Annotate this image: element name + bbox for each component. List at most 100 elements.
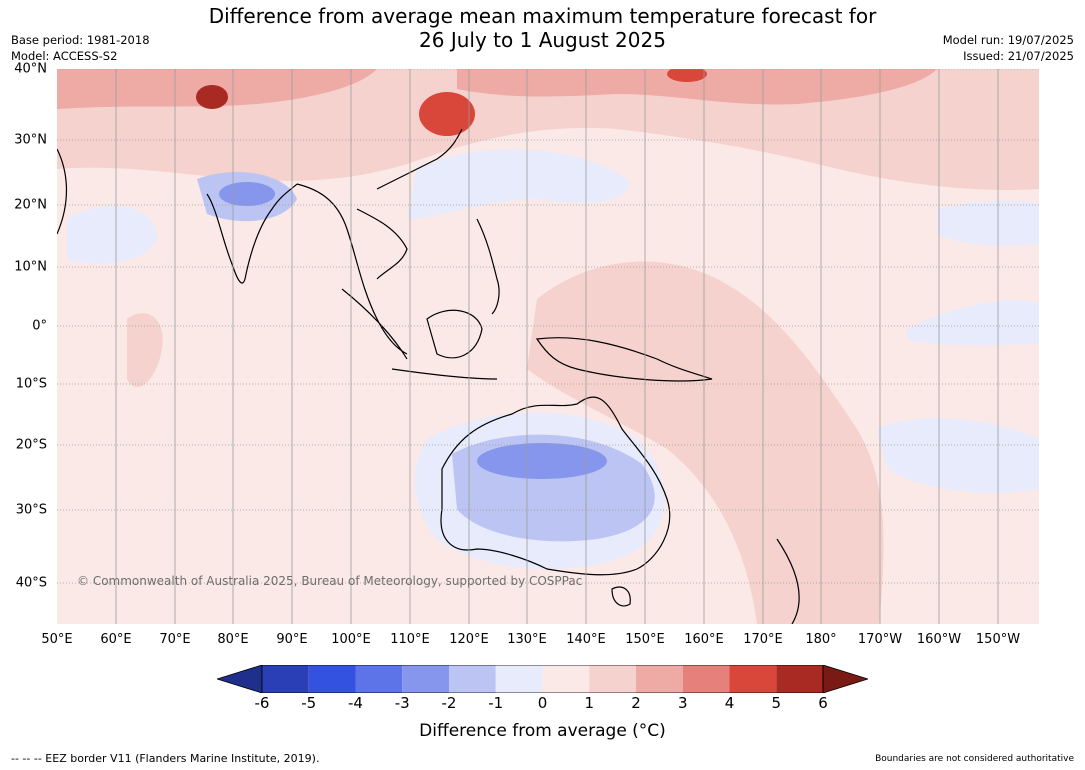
colorbar-segment (308, 665, 356, 693)
colorbar-tick-label: 4 (724, 694, 735, 712)
hot-spot-north-china (419, 92, 475, 136)
cool-anomaly-areas (67, 149, 1039, 570)
coastline-southeast-asia (296, 183, 408, 355)
title-line-2: 26 July to 1 August 2025 (419, 28, 666, 52)
colorbar-arrow-high (822, 665, 868, 693)
colorbar-tick-label: -4 (348, 694, 363, 712)
lon-label-110e: 110°E (390, 632, 430, 647)
colorbar-tick-label: -6 (254, 694, 270, 712)
colorbar-segment (542, 665, 590, 693)
lat-label-30n: 30°N (14, 132, 47, 148)
lon-label-130e: 130°E (507, 632, 547, 647)
boundaries-note: Boundaries are not considered authoritat… (875, 754, 1074, 764)
lon-label-160e: 160°E (684, 632, 724, 647)
warm-anomaly-northeast (457, 69, 937, 105)
colorbar-tick-label: -3 (394, 694, 410, 712)
coastline-tasmania (611, 586, 631, 607)
colorbar-segments (217, 665, 868, 693)
cool-anomaly-south-china-sea (407, 149, 629, 219)
lon-label-170e: 170°E (743, 632, 783, 647)
lat-label-40n: 40°N (14, 61, 47, 77)
colorbar (217, 665, 868, 693)
colorbar-segment (636, 665, 683, 693)
coastline-arabia (57, 148, 67, 235)
coastline-australia (440, 396, 671, 576)
colorbar-tick-label: -2 (441, 694, 457, 712)
lon-label-150e: 150°E (625, 632, 665, 647)
warm-anomaly-indian-ocean (127, 313, 163, 388)
colorbar-segment (589, 665, 636, 693)
lat-label-20s: 20°S (15, 437, 47, 453)
lon-label-170w: 170°W (857, 632, 903, 647)
colorbar-segment (495, 665, 543, 693)
coastline-china (376, 128, 463, 190)
coastline-indochina (356, 208, 408, 280)
model-run: Model run: 19/07/2025 (942, 33, 1074, 47)
issued-date: Issued: 21/07/2025 (963, 49, 1074, 63)
cool-anomaly-northwest-pacific (937, 200, 1039, 246)
colorbar-tick-label: 2 (631, 694, 641, 712)
colorbar-tick-label: 5 (771, 694, 782, 712)
hot-spot-northeast (667, 69, 707, 82)
model-info: Base period: 1981-2018 Model: ACCESS-S2 (11, 32, 150, 64)
warm-anomaly-pacific-band (527, 261, 884, 624)
coastline-new-guinea (535, 337, 713, 382)
colorbar-segment (729, 665, 777, 693)
lon-label-80e: 80°E (217, 632, 249, 647)
coastline-borneo (426, 309, 483, 359)
lon-label-150w: 150°W (975, 632, 1021, 647)
lon-label-140e: 140°E (566, 632, 606, 647)
lat-label-30s: 30°S (15, 502, 47, 518)
coastline-india (206, 183, 298, 284)
colorbar-tick-label: 1 (584, 694, 595, 712)
cool-core-australia (477, 443, 607, 479)
lon-label-50e: 50°E (41, 632, 73, 647)
cool-anomaly-central-pacific (907, 300, 1039, 346)
base-period: Base period: 1981-2018 (11, 33, 150, 47)
lat-label-equator: 0° (32, 318, 47, 334)
colorbar-arrow-low (217, 665, 263, 693)
eez-note: -- -- -- EEZ border V11 (Flanders Marine… (11, 752, 320, 765)
title-line-1: Difference from average mean maximum tem… (208, 4, 877, 28)
colorbar-segment (355, 665, 403, 693)
lon-label-90e: 90°E (276, 632, 308, 647)
colorbar-outline (261, 665, 824, 693)
model-name: Model: ACCESS-S2 (11, 49, 118, 63)
colorbar-tick-label: 3 (677, 694, 688, 712)
colorbar-segment (402, 665, 449, 693)
colorbar-title: Difference from average (°C) (419, 721, 666, 741)
cool-anomaly-south-pacific (877, 418, 1039, 493)
colorbar-tick-label: 0 (537, 694, 548, 712)
lon-label-70e: 70°E (159, 632, 191, 647)
colorbar-tick-label: -5 (301, 694, 317, 712)
lon-label-180: 180° (805, 632, 837, 647)
lat-label-40s: 40°S (15, 575, 47, 591)
cool-core-india (219, 182, 275, 206)
map-canvas[interactable] (57, 69, 1039, 624)
warm-anomaly-areas (57, 69, 1039, 624)
colorbar-segment (776, 665, 823, 693)
colorbar-segment (262, 665, 309, 693)
coastline-sumatra (341, 288, 408, 360)
lon-label-160w: 160°W (916, 632, 962, 647)
coastline-java (391, 368, 498, 380)
coastline-philippines (476, 218, 500, 315)
coastlines (57, 128, 800, 624)
coastline-new-zealand (776, 538, 800, 624)
hot-spot-pakistan (196, 85, 228, 109)
colorbar-tick-label: -1 (488, 694, 504, 712)
lat-label-10s: 10°S (15, 376, 47, 392)
map-svg (57, 69, 1039, 624)
lon-label-120e: 120°E (449, 632, 489, 647)
lon-label-100e: 100°E (331, 632, 371, 647)
colorbar-segment (682, 665, 730, 693)
meridians (115, 69, 999, 624)
cool-anomaly-arabian-sea (67, 205, 157, 264)
lon-label-60e: 60°E (100, 632, 132, 647)
colorbar-tick-label: 6 (818, 694, 828, 712)
colorbar-segment (449, 665, 496, 693)
copyright-notice: © Commonwealth of Australia 2025, Bureau… (77, 574, 583, 588)
run-info: Model run: 19/07/2025 Issued: 21/07/2025 (943, 32, 1074, 64)
lat-label-10n: 10°N (14, 259, 47, 275)
map-title: Difference from average mean maximum tem… (0, 4, 1085, 52)
